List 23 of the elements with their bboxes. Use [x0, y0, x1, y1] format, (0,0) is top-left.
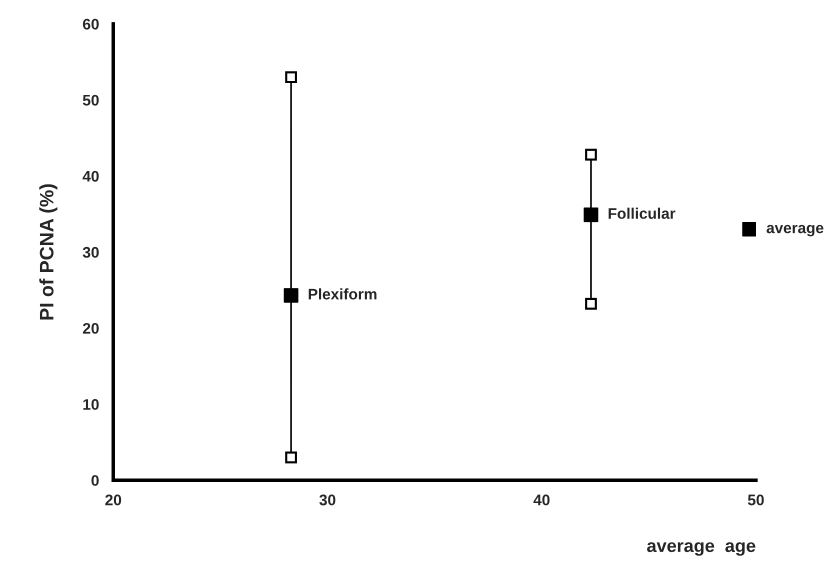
point	[285, 452, 297, 464]
y-tick-label: 10	[83, 399, 99, 410]
x-tick-label: 20	[105, 494, 122, 506]
y-tick-label: 20	[82, 322, 99, 334]
point	[284, 288, 298, 303]
x-tick-label: 30	[319, 494, 336, 506]
x-tick-label: 40	[533, 494, 550, 506]
annotation: Follicular	[608, 208, 676, 219]
y-tick-label: 60	[82, 18, 99, 30]
point	[285, 71, 297, 84]
annotation: average	[766, 224, 824, 236]
y-axis-title: PI of PCNA (%)	[39, 184, 58, 320]
y-tick-label: 50	[82, 94, 99, 106]
x-tick-label: 50	[748, 494, 764, 506]
point	[585, 148, 597, 161]
x-axis-title: average age	[647, 542, 756, 556]
annotation: Plexiform	[308, 288, 376, 300]
y-tick-label: 0	[91, 475, 99, 486]
point	[584, 208, 598, 222]
point	[585, 298, 597, 310]
y-tick-label: 30	[82, 246, 99, 258]
y-tick-label: 40	[82, 170, 99, 182]
point	[742, 222, 756, 237]
